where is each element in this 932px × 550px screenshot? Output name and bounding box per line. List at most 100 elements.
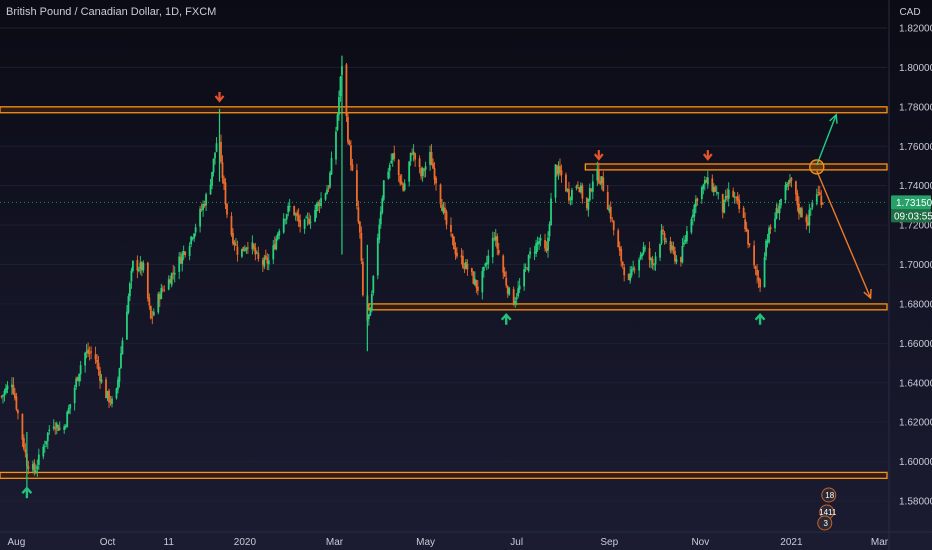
candle <box>5 383 7 395</box>
candle-body <box>472 271 475 284</box>
bullish-projection-arrow[interactable] <box>816 113 838 166</box>
news-badges[interactable]: 18 1411 3 <box>817 487 837 531</box>
candle <box>548 221 551 242</box>
breakout-marker-circle[interactable] <box>809 159 825 175</box>
candle-body <box>644 247 646 249</box>
candle-body <box>339 76 342 97</box>
candle-body <box>684 239 687 243</box>
horizontal-zone[interactable] <box>0 471 888 479</box>
candle-body <box>569 198 572 200</box>
candle-body <box>34 470 37 474</box>
candle-body <box>285 214 288 220</box>
candle <box>358 220 361 239</box>
news-badge-count: 1411 <box>819 508 837 517</box>
reversal-arrows <box>21 91 766 499</box>
candle <box>272 239 275 265</box>
candle-body <box>188 246 191 257</box>
candle <box>293 205 296 217</box>
candle <box>454 242 457 260</box>
candle-body <box>296 212 299 217</box>
candle <box>650 256 652 269</box>
candle-body <box>409 152 412 162</box>
candle <box>703 176 706 191</box>
candle <box>224 178 227 210</box>
candle-body <box>199 208 201 227</box>
candle-body <box>294 213 297 215</box>
candle-body <box>412 151 415 155</box>
candle <box>414 152 417 167</box>
horizontal-zone[interactable] <box>0 106 888 114</box>
horizontal-zone[interactable] <box>584 163 888 171</box>
candle <box>306 212 309 226</box>
candle-body <box>161 289 164 291</box>
candle-body <box>451 233 454 238</box>
candle <box>686 225 688 244</box>
candle-body <box>748 243 751 245</box>
candle <box>357 200 360 225</box>
projection-line <box>816 170 872 299</box>
candle-body <box>272 245 275 260</box>
candle <box>339 75 342 102</box>
candle-body <box>811 202 814 208</box>
candle <box>732 187 735 198</box>
candle-body <box>214 152 216 159</box>
news-badge[interactable]: 18 <box>821 487 837 503</box>
candle <box>236 240 239 262</box>
news-badge[interactable]: 3 <box>817 515 833 531</box>
candle-body <box>726 195 729 198</box>
candle <box>623 263 626 282</box>
candle-body <box>430 151 433 166</box>
candle-body <box>550 198 552 226</box>
candle <box>569 196 572 206</box>
candle-body <box>230 216 233 235</box>
candle-body <box>612 220 615 231</box>
candle-body <box>714 186 717 192</box>
candle <box>255 250 258 255</box>
candle-body <box>79 365 82 375</box>
candle <box>473 271 476 286</box>
candle-body <box>121 340 124 355</box>
date-axis[interactable]: Aug Oct 11 2020 Mar May Jul Sep Nov 2021 Mar <box>0 531 932 548</box>
bearish-projection-arrow[interactable] <box>816 170 872 300</box>
candle <box>182 245 185 261</box>
candle-body <box>778 205 781 214</box>
candle <box>85 344 88 359</box>
candle <box>547 231 549 258</box>
candle <box>600 176 603 190</box>
candle <box>351 158 354 172</box>
candle <box>399 174 402 186</box>
up-arrow-icon <box>500 312 512 325</box>
candle-body <box>591 181 594 192</box>
candle <box>505 271 508 288</box>
candle <box>350 140 352 171</box>
candle <box>318 199 321 214</box>
candle-body <box>463 267 466 269</box>
candle-body <box>632 267 635 270</box>
candle-body <box>433 168 436 180</box>
candle <box>724 189 727 203</box>
candle <box>581 183 584 204</box>
date-tick-label: 2021 <box>780 537 803 548</box>
candle <box>463 262 466 274</box>
candle-body <box>475 279 478 288</box>
candle <box>215 137 218 153</box>
candle-body <box>367 314 370 320</box>
horizontal-zone[interactable] <box>368 303 888 311</box>
candle <box>768 225 770 244</box>
candle-body <box>108 390 110 403</box>
candle-body <box>350 145 352 166</box>
candle <box>763 252 766 288</box>
candle-body <box>382 180 385 200</box>
candle <box>75 376 78 390</box>
candle-body <box>314 210 316 222</box>
candle-body <box>464 261 467 269</box>
price-axis[interactable]: CAD 1.58000 1.60000 1.62000 1.64000 1.66000 1.… <box>888 0 932 550</box>
candle <box>470 267 473 276</box>
candle <box>675 255 678 265</box>
candle-body <box>669 241 672 251</box>
candle <box>64 424 67 430</box>
candle-body <box>705 180 708 183</box>
candle <box>778 200 781 220</box>
candle-body <box>100 379 103 383</box>
